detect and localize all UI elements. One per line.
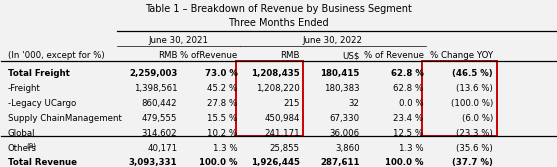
Text: 3,860: 3,860 — [335, 143, 360, 152]
Text: (13.6 %): (13.6 %) — [456, 84, 493, 93]
Text: Supply ChainManagement: Supply ChainManagement — [8, 114, 122, 123]
Text: June 30, 2021: June 30, 2021 — [149, 36, 208, 45]
Text: (23.3 %): (23.3 %) — [456, 129, 493, 138]
Text: 241,171: 241,171 — [264, 129, 300, 138]
Text: 0.0 %: 0.0 % — [399, 99, 423, 108]
Text: 25,855: 25,855 — [270, 143, 300, 152]
Text: 1.3 %: 1.3 % — [213, 143, 237, 152]
Text: Total Freight: Total Freight — [8, 69, 70, 78]
Text: 62.8 %: 62.8 % — [390, 69, 423, 78]
Text: 100.0 %: 100.0 % — [385, 158, 423, 167]
Text: (37.7 %): (37.7 %) — [452, 158, 493, 167]
Bar — [422, 61, 497, 136]
Text: 45.2 %: 45.2 % — [207, 84, 237, 93]
Text: 1,398,561: 1,398,561 — [134, 84, 177, 93]
Text: 12.5 %: 12.5 % — [393, 129, 423, 138]
Text: 1,208,435: 1,208,435 — [251, 69, 300, 78]
Text: RMB: RMB — [158, 51, 177, 60]
Text: 1,208,220: 1,208,220 — [256, 84, 300, 93]
Text: 450,984: 450,984 — [264, 114, 300, 123]
Text: Others: Others — [8, 143, 37, 152]
Text: 32: 32 — [349, 99, 360, 108]
Text: 860,442: 860,442 — [141, 99, 177, 108]
Text: RMB: RMB — [280, 51, 300, 60]
Text: (35.6 %): (35.6 %) — [456, 143, 493, 152]
Text: 15.5 %: 15.5 % — [207, 114, 237, 123]
Text: % of Revenue: % of Revenue — [364, 51, 423, 60]
Text: 23.4 %: 23.4 % — [393, 114, 423, 123]
Text: US$: US$ — [342, 51, 360, 60]
Text: Three Months Ended: Three Months Ended — [228, 18, 329, 28]
Text: 27.8 %: 27.8 % — [207, 99, 237, 108]
Text: 287,611: 287,611 — [320, 158, 360, 167]
Text: Total Revenue: Total Revenue — [8, 158, 77, 167]
Text: (9): (9) — [26, 142, 36, 149]
Text: (6.0 %): (6.0 %) — [462, 114, 493, 123]
Text: 73.0 %: 73.0 % — [204, 69, 237, 78]
Text: 3,093,331: 3,093,331 — [129, 158, 177, 167]
Text: 215: 215 — [283, 99, 300, 108]
Text: % Change YOY: % Change YOY — [430, 51, 493, 60]
Bar — [236, 61, 303, 136]
Text: June 30, 2022: June 30, 2022 — [302, 36, 363, 45]
Text: 36,006: 36,006 — [330, 129, 360, 138]
Text: 479,555: 479,555 — [142, 114, 177, 123]
Text: 10.2 %: 10.2 % — [207, 129, 237, 138]
Text: 62.8 %: 62.8 % — [393, 84, 423, 93]
Text: 314,602: 314,602 — [141, 129, 177, 138]
Text: -Legacy UCargo: -Legacy UCargo — [8, 99, 76, 108]
Text: 2,259,003: 2,259,003 — [129, 69, 177, 78]
Text: Table 1 – Breakdown of Revenue by Business Segment: Table 1 – Breakdown of Revenue by Busine… — [145, 4, 412, 14]
Text: (100.0 %): (100.0 %) — [451, 99, 493, 108]
Text: 180,383: 180,383 — [324, 84, 360, 93]
Text: 180,415: 180,415 — [320, 69, 360, 78]
Text: (In '000, except for %): (In '000, except for %) — [8, 51, 105, 60]
Text: 1,926,445: 1,926,445 — [251, 158, 300, 167]
Text: 40,171: 40,171 — [147, 143, 177, 152]
Text: 1.3 %: 1.3 % — [399, 143, 423, 152]
Text: (46.5 %): (46.5 %) — [452, 69, 493, 78]
Text: 67,330: 67,330 — [330, 114, 360, 123]
Text: 100.0 %: 100.0 % — [199, 158, 237, 167]
Text: % ofRevenue: % ofRevenue — [180, 51, 237, 60]
Text: Global: Global — [8, 129, 36, 138]
Text: -Freight: -Freight — [8, 84, 41, 93]
